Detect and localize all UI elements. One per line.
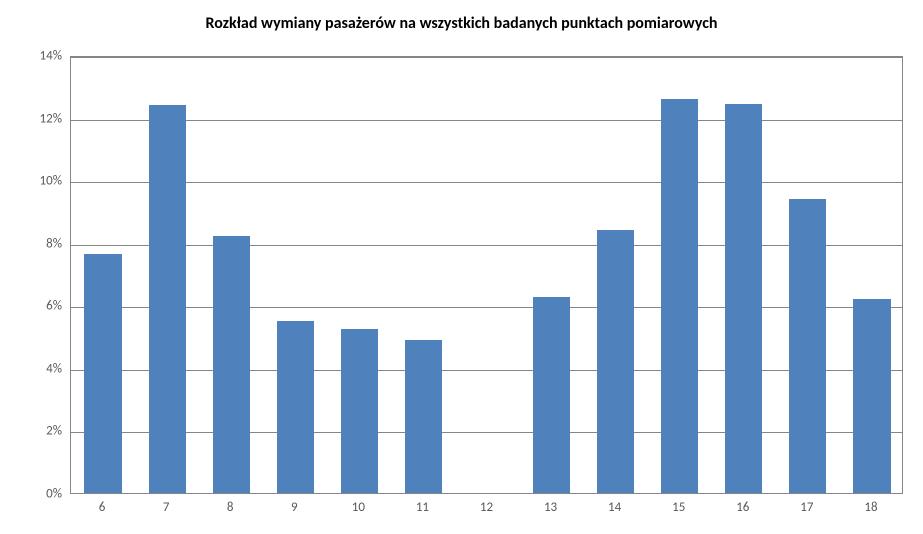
bar — [341, 329, 378, 493]
y-axis-tick-label: 8% — [20, 236, 62, 251]
x-axis-tick-label: 17 — [800, 500, 813, 515]
gridline — [71, 120, 902, 121]
gridline — [71, 245, 902, 246]
bar — [213, 236, 250, 493]
bar — [661, 99, 698, 493]
x-axis-tick-label: 18 — [864, 500, 877, 515]
x-axis-tick-label: 9 — [291, 500, 298, 515]
chart-title: Rozkład wymiany pasażerów na wszystkich … — [0, 0, 923, 33]
bar — [277, 321, 314, 493]
y-axis-tick-label: 12% — [20, 111, 62, 126]
y-axis-tick-label: 10% — [20, 174, 62, 189]
y-axis-tick-label: 6% — [20, 299, 62, 314]
passenger-distribution-chart: Rozkład wymiany pasażerów na wszystkich … — [0, 0, 923, 534]
x-axis-tick-label: 15 — [672, 500, 685, 515]
x-axis-tick-label: 8 — [227, 500, 234, 515]
gridline — [71, 182, 902, 183]
y-axis-tick-label: 2% — [20, 424, 62, 439]
bar — [597, 230, 634, 493]
bar — [725, 104, 762, 494]
bar — [533, 297, 570, 493]
bar — [84, 254, 121, 493]
x-axis-tick-label: 13 — [544, 500, 557, 515]
x-axis-tick-label: 10 — [352, 500, 365, 515]
bar — [405, 340, 442, 493]
y-axis-tick-label: 0% — [20, 487, 62, 502]
gridline — [71, 307, 902, 308]
gridline — [71, 432, 902, 433]
gridline — [71, 370, 902, 371]
x-axis-tick-label: 12 — [480, 500, 493, 515]
x-axis-tick-label: 6 — [99, 500, 106, 515]
bar — [853, 299, 890, 493]
x-axis-tick-label: 7 — [163, 500, 170, 515]
x-axis-tick-label: 11 — [416, 500, 429, 515]
x-axis-tick-label: 16 — [736, 500, 749, 515]
y-axis-tick-label: 4% — [20, 361, 62, 376]
gridline — [71, 57, 902, 58]
plot-area — [70, 56, 903, 494]
bar — [149, 105, 186, 493]
bar — [789, 199, 826, 493]
x-axis-tick-label: 14 — [608, 500, 621, 515]
y-axis-tick-label: 14% — [20, 49, 62, 64]
